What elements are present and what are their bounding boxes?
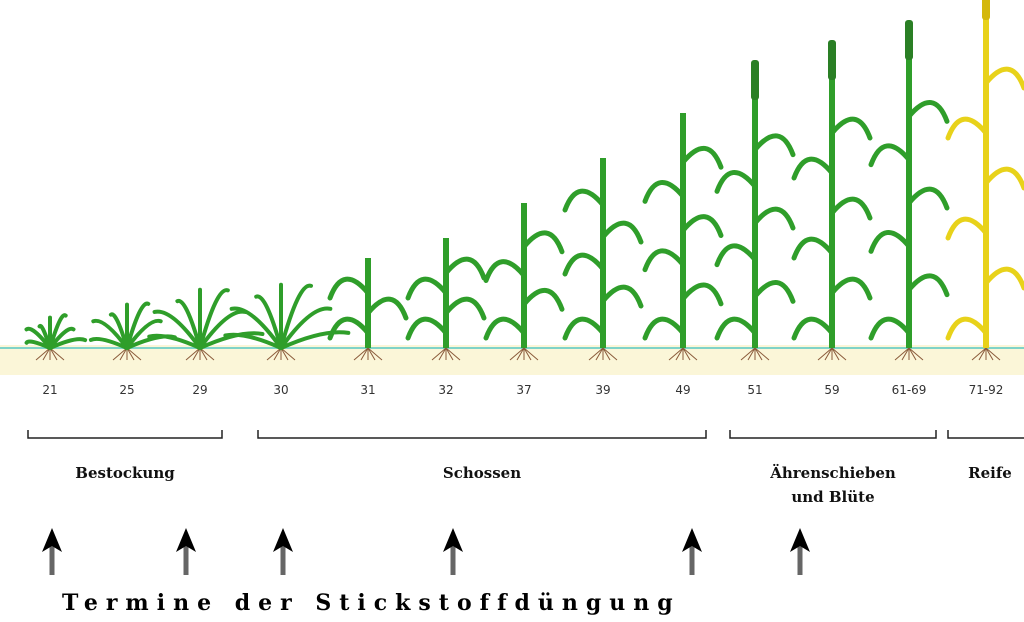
- stage-label: 25: [119, 383, 134, 397]
- phase-label: und Blüte: [791, 488, 874, 506]
- stage-label: 61-69: [892, 383, 927, 397]
- caption: Termine der Stickstoffdüngung: [62, 590, 681, 616]
- stage-label: 71-92: [969, 383, 1004, 397]
- stage-label: 37: [516, 383, 531, 397]
- phase-label: Reife: [968, 464, 1012, 482]
- stage-label: 29: [192, 383, 207, 397]
- arrow-shaft: [451, 545, 456, 575]
- ear: [982, 0, 990, 20]
- ear: [751, 60, 759, 100]
- stage-label: 39: [595, 383, 610, 397]
- stage-label: 21: [42, 383, 57, 397]
- stage-label: 49: [675, 383, 690, 397]
- ear: [828, 40, 836, 80]
- stage-label: 30: [273, 383, 288, 397]
- arrow-shaft: [281, 545, 286, 575]
- arrow-shaft: [690, 545, 695, 575]
- stage-label: 59: [824, 383, 839, 397]
- ear: [905, 20, 913, 60]
- stage-label: 31: [360, 383, 375, 397]
- diagram: 21 25 29 30 31 32 37 39 49 51 59 61-69 71-92 Bestocku…: [0, 0, 1024, 622]
- phase-label: Schossen: [443, 464, 521, 482]
- phase-label: Bestockung: [75, 464, 175, 482]
- soil: [0, 345, 1024, 375]
- arrow-shaft: [184, 545, 189, 575]
- arrow-shaft: [798, 545, 803, 575]
- phase-label: Ährenschieben: [769, 463, 896, 482]
- stage-label: 51: [747, 383, 762, 397]
- stage-label: 32: [438, 383, 453, 397]
- arrow-shaft: [50, 545, 55, 575]
